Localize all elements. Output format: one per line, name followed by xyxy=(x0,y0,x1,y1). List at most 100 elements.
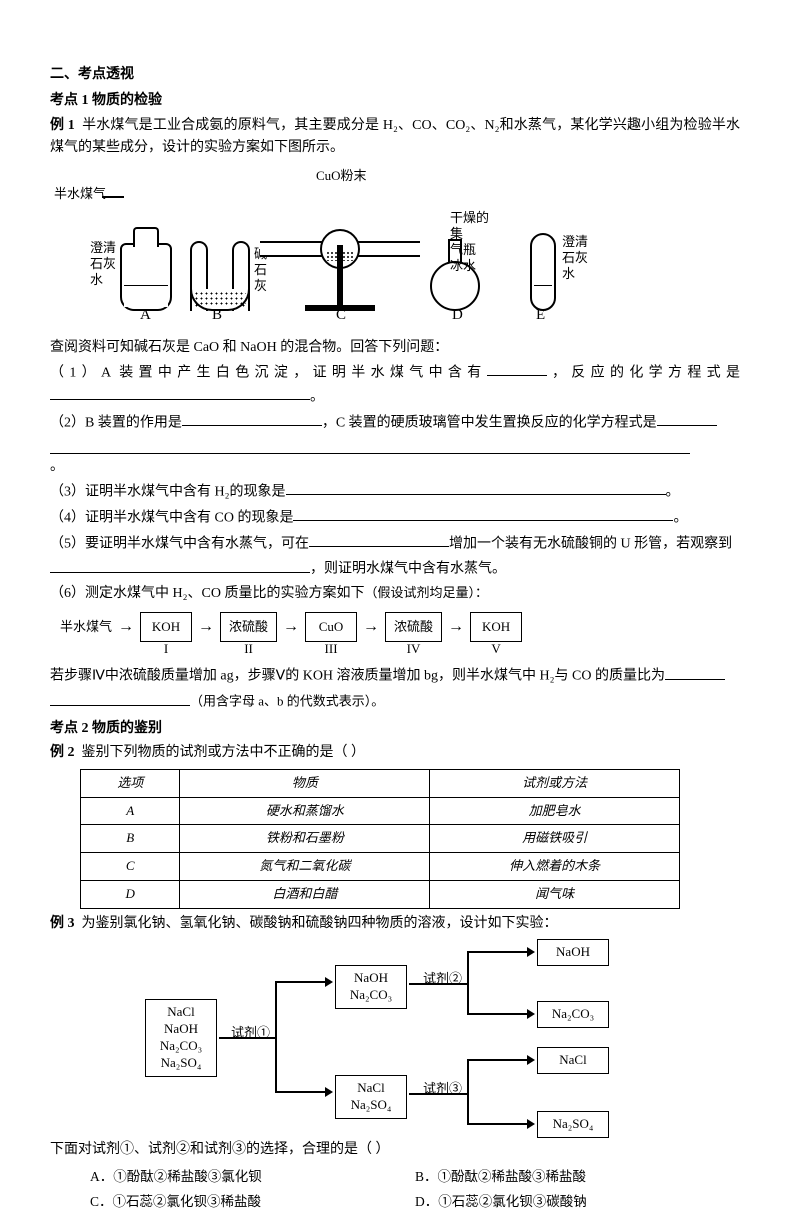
fc-start: NaCl NaOH Na₂CO₃ Na₂SO₄ xyxy=(145,999,217,1077)
arrow-icon: → xyxy=(448,614,464,640)
cell: 白酒和白醋 xyxy=(180,880,430,908)
fc-reagent2: 试剂② xyxy=(423,969,462,990)
blank xyxy=(286,480,666,495)
ex1-q5: （5）要证明半水煤气中含有水蒸气，可在 增加一个装有无水硫酸铜的 U 形管，若观察… xyxy=(50,532,740,556)
arrow-icon xyxy=(325,1087,333,1097)
cell: 用磁铁吸引 xyxy=(430,825,680,853)
blank xyxy=(487,361,547,376)
blank xyxy=(50,557,310,572)
ex1-intro: 例 1 半水煤气是工业合成氨的原料气，其主要成分是 H₂、CO、CO₂、N₂和水… xyxy=(50,115,740,160)
q3: （3）证明半水煤气中含有 H₂的现象是 xyxy=(50,484,286,499)
fc-out3: NaCl xyxy=(537,1047,609,1074)
ex1-q3: （3）证明半水煤气中含有 H₂的现象是。 xyxy=(50,480,740,504)
ex3-label: 例 3 xyxy=(50,916,75,931)
flow-box-1: KOHI xyxy=(140,612,192,643)
tail-a: 若步骤Ⅳ中浓硫酸质量增加 ag，步骤Ⅴ的 KOH 溶液质量增加 bg，则半水煤气… xyxy=(50,669,665,684)
flow-box-2: 浓硫酸II xyxy=(220,612,277,643)
q1a: （1）A 装置中产生白色沉淀，证明半水煤气中含有 xyxy=(50,365,487,380)
blank xyxy=(657,411,717,426)
table-row: A硬水和蒸馏水加肥皂水 xyxy=(81,797,680,825)
choice-c: C．①石蕊②氯化钡③稀盐酸 xyxy=(90,1191,415,1213)
fc-line xyxy=(467,1059,527,1061)
kp2-heading: 考点 2 物质的鉴别 xyxy=(50,718,740,740)
cell: C xyxy=(81,853,180,881)
fc-reagent1: 试剂① xyxy=(231,1023,270,1044)
fc-line xyxy=(467,1013,527,1015)
cell: D xyxy=(81,880,180,908)
letter-a: A xyxy=(140,303,151,327)
ex1-q6: （6）测定水煤气中 H₂、CO 质量比的实验方案如下（假设试剂均足量）： xyxy=(50,583,740,605)
th-opt: 选项 xyxy=(81,769,180,797)
fc-line: NaOH xyxy=(342,970,400,987)
ex1-intro-text: 半水煤气是工业合成氨的原料气，其主要成分是 H₂、CO、CO₂、N₂和水蒸气，某… xyxy=(50,118,740,155)
fc-mid-top: NaOH Na₂CO₃ xyxy=(335,965,407,1009)
ex1-figure: 半水煤气 澄清 石灰 水 A 碱 石 灰 B CuO粉末 C 干燥的 集 气瓶 … xyxy=(60,166,620,331)
blank-line xyxy=(50,438,690,453)
fc-line: NaOH xyxy=(152,1021,210,1038)
fc-line xyxy=(219,1037,275,1039)
flow-box-4: 浓硫酸IV xyxy=(385,612,442,643)
d-label-4: 冰水 xyxy=(450,256,476,277)
blank xyxy=(665,664,725,679)
apparatus-e xyxy=(530,233,556,311)
ex1-q4: （4）证明半水煤气中含有 CO 的现象是。 xyxy=(50,506,740,530)
fc-line xyxy=(467,1059,469,1125)
fc-out2: Na₂CO₃ xyxy=(537,1001,609,1028)
ex3-stem: 例 3 为鉴别氯化钠、氢氧化钠、碳酸钠和硫酸钠四种物质的溶液，设计如下实验： xyxy=(50,913,740,935)
q1b: ，反应的化学方程式是 xyxy=(547,365,740,380)
cuo-label: CuO粉末 xyxy=(316,166,367,187)
table-row: B铁粉和石墨粉用磁铁吸引 xyxy=(81,825,680,853)
lbl-gas-in: 半水煤气 xyxy=(54,184,106,205)
q4: （4）证明半水煤气中含有 CO 的现象是 xyxy=(50,510,293,525)
fc-line xyxy=(275,1091,325,1093)
cell: 硬水和蒸馏水 xyxy=(180,797,430,825)
fc-line xyxy=(467,951,527,953)
q2b: ，C 装置的硬质玻璃管中发生置换反应的化学方程式是 xyxy=(322,415,657,430)
letter-d: D xyxy=(452,303,463,327)
ex1-q5c: ，则证明水煤气中含有水蒸气。 xyxy=(50,557,740,581)
table-row: C氮气和二氧化碳伸入燃着的木条 xyxy=(81,853,680,881)
arrow-icon xyxy=(527,1119,535,1129)
arrow-icon xyxy=(527,947,535,957)
arrow-icon: → xyxy=(118,614,134,640)
ex1-label: 例 1 xyxy=(50,118,75,133)
q5b: 增加一个装有无水硫酸铜的 U 形管，若观察到 xyxy=(449,536,732,551)
fc-out1: NaOH xyxy=(537,939,609,966)
blank xyxy=(293,506,673,521)
arrow-icon xyxy=(527,1009,535,1019)
cell: A xyxy=(81,797,180,825)
ex2-table: 选项 物质 试剂或方法 A硬水和蒸馏水加肥皂水 B铁粉和石墨粉用磁铁吸引 C氮气… xyxy=(80,769,680,909)
ex3-choices: A．①酚酞②稀盐酸③氯化钡 B．①酚酞②稀盐酸③稀盐酸 C．①石蕊②氯化钡③稀盐… xyxy=(90,1164,740,1215)
fc-line xyxy=(409,1093,467,1095)
tail-b: （用含字母 a、b 的代数式表示）。 xyxy=(190,694,384,709)
b-label-3: 灰 xyxy=(254,276,267,297)
fc-line: Na₂SO₄ xyxy=(152,1055,210,1072)
blank xyxy=(50,385,310,400)
choice-a: A．①酚酞②稀盐酸③氯化钡 xyxy=(90,1166,415,1188)
choice-d: D．①石蕊②氯化钡③碳酸钠 xyxy=(415,1191,740,1213)
arrow-icon xyxy=(527,1055,535,1065)
th-meth: 试剂或方法 xyxy=(430,769,680,797)
ex1-tail: 若步骤Ⅳ中浓硫酸质量增加 ag，步骤Ⅴ的 KOH 溶液质量增加 bg，则半水煤气… xyxy=(50,664,740,688)
fc-reagent3: 试剂③ xyxy=(423,1079,462,1100)
choice-b: B．①酚酞②稀盐酸③稀盐酸 xyxy=(415,1166,740,1188)
blank xyxy=(182,411,322,426)
q5a: （5）要证明半水煤气中含有水蒸气，可在 xyxy=(50,536,309,551)
letter-e: E xyxy=(536,303,545,327)
cell: 铁粉和石墨粉 xyxy=(180,825,430,853)
pipe xyxy=(102,196,124,198)
fc-line xyxy=(275,981,277,1093)
ex2-stem-text: 鉴别下列物质的试剂或方法中不正确的是（ ） xyxy=(82,745,366,760)
arrow-icon xyxy=(325,977,333,987)
ex1-q1: （1）A 装置中产生白色沉淀，证明半水煤气中含有，反应的化学方程式是。 xyxy=(50,361,740,409)
q5c: ，则证明水煤气中含有水蒸气。 xyxy=(310,562,506,577)
fc-line xyxy=(409,983,467,985)
letter-c: C xyxy=(336,303,346,327)
fc-line: Na₂CO₃ xyxy=(342,987,400,1004)
fc-line: NaCl xyxy=(342,1080,400,1097)
flow-box-5: KOHV xyxy=(470,612,522,643)
ex1-flow: 半水煤气 → KOHI → 浓硫酸II → CuOIII → 浓硫酸IV → K… xyxy=(60,612,740,643)
cell: 氮气和二氧化碳 xyxy=(180,853,430,881)
arrow-icon: → xyxy=(283,614,299,640)
e-label-3: 水 xyxy=(562,264,575,285)
